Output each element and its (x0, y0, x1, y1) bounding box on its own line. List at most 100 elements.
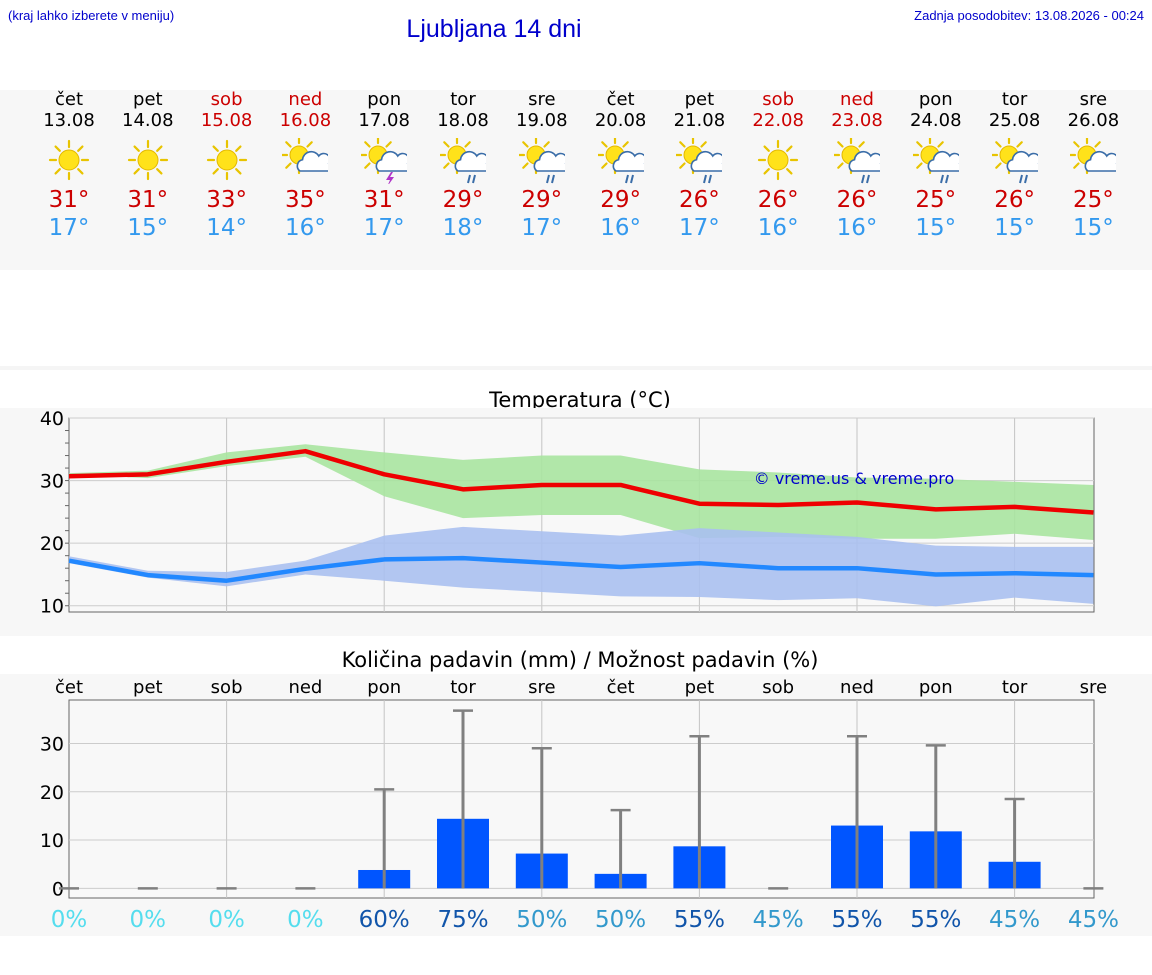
precipitation-probability: 0% (287, 907, 324, 933)
min-temp-line (68, 555, 1094, 583)
day-column: sob 22.08 26° 16° (738, 90, 818, 242)
max-temp: 31° (363, 187, 405, 213)
sun-disc (216, 149, 238, 171)
min-temp: 17° (48, 215, 90, 241)
rain-drop (545, 174, 550, 184)
day-name: tor (450, 89, 476, 110)
precipitation-probability: 55% (674, 907, 725, 933)
max-temp: 26° (757, 187, 799, 213)
cloud-shape (612, 150, 644, 172)
day-date: 26.08 (1067, 110, 1120, 131)
rain-drop (944, 174, 949, 184)
rain-drop (550, 174, 555, 184)
day-date: 16.08 (279, 110, 332, 131)
day-date: 13.08 (43, 110, 95, 131)
sun-cloud-rain-icon (518, 138, 565, 184)
cloud-shape (375, 150, 408, 172)
sun-icon (48, 139, 90, 181)
day-name: sob (210, 89, 243, 110)
y-tick-label: 20 (40, 782, 64, 804)
page-title: Ljubljana 14 dni (406, 15, 582, 43)
x-category-label: čet (607, 677, 635, 698)
sun-disc (58, 149, 80, 171)
precipitation-probability: 0% (208, 907, 245, 933)
max-temp: 29° (600, 187, 641, 213)
sun-cloud-icon (1070, 138, 1117, 175)
cloud-shape (533, 150, 565, 172)
day-column: pet 21.08 26° 17° (659, 90, 739, 242)
sun-cloud-icon (282, 138, 329, 175)
cloud-shape (454, 150, 486, 172)
precipitation-probability: 45% (1068, 907, 1119, 933)
x-category-label: pet (133, 677, 163, 698)
day-date: 18.08 (437, 110, 489, 131)
max-temp: 25° (915, 187, 957, 213)
day-column: čet 20.08 29° 16° (581, 90, 661, 242)
temperature-chart: 10 20 30 40 © vreme.us & vreme.pro (0, 408, 1152, 636)
day-column: tor 18.08 29° 18° (423, 90, 503, 242)
precipitation-probability: 45% (753, 907, 804, 933)
precipitation-probability: 45% (989, 907, 1040, 933)
x-category-label: tor (1002, 677, 1028, 698)
min-temp: 16° (600, 215, 641, 241)
max-temp: 26° (679, 187, 720, 213)
location-hint-link[interactable]: (kraj lahko izberete v meniju) (8, 8, 175, 23)
forecast-strip (0, 90, 1152, 270)
cloud-shape (1084, 150, 1117, 172)
sun-cloud-thunder-icon (361, 138, 408, 184)
sun-cloud-rain-icon (440, 138, 486, 184)
max-temp-range-band (69, 444, 1094, 541)
cloud-shape (296, 150, 329, 172)
rain-drop (703, 174, 708, 184)
last-update-text: Zadnja posodobitev: 13.08.2026 - 00:24 (914, 8, 1144, 23)
sun-disc (767, 149, 789, 171)
day-name: sre (1079, 89, 1108, 110)
max-temp: 29° (442, 187, 484, 213)
day-column: pon 17.08 31° 17° (344, 90, 424, 242)
day-name: čet (606, 89, 635, 110)
sun-rays (127, 139, 168, 181)
min-temp: 17° (521, 215, 563, 241)
sun-cloud-rain-icon (912, 138, 959, 184)
min-temp: 15° (994, 215, 1035, 241)
min-temp: 18° (442, 215, 484, 241)
y-tick-label: 20 (40, 533, 64, 555)
sun-rays (206, 139, 247, 181)
precipitation-probability: 0% (130, 907, 167, 933)
rain-drop (861, 174, 865, 184)
day-name: čet (54, 89, 84, 110)
precipitation-probability: 50% (595, 907, 646, 933)
max-temp: 29° (521, 187, 563, 213)
precipitation-probability: 50% (516, 907, 567, 933)
day-name: pet (684, 89, 715, 110)
day-name: pon (367, 89, 402, 110)
day-column: sob 15.08 33° 14° (187, 90, 267, 242)
sun-rays (758, 139, 799, 181)
x-category-label: pet (685, 677, 715, 698)
cloud-shape (927, 150, 959, 172)
day-name: ned (840, 89, 874, 110)
x-category-label: sob (211, 677, 243, 698)
rain-drop (939, 174, 944, 184)
max-temp: 31° (127, 187, 169, 213)
day-date: 21.08 (673, 110, 726, 131)
cloud-shape (690, 150, 723, 172)
precipitation-chart: čet pet sob ned pon tor sre čet pet sob ned pon tor s… (0, 674, 1152, 936)
x-category-label: pon (367, 677, 401, 698)
day-name: sob (762, 89, 795, 110)
sun-icon (758, 139, 799, 181)
day-column: pon 24.08 25° 15° (896, 90, 976, 242)
day-date: 17.08 (358, 110, 410, 131)
watermark-text: © vreme.us & vreme.pro (754, 469, 955, 488)
y-tick-label: 0 (52, 878, 64, 900)
sun-icon (206, 139, 247, 181)
precipitation-probability: 60% (359, 907, 410, 933)
min-temp: 16° (836, 215, 878, 241)
rain-drop (866, 174, 870, 184)
rain-drop (467, 174, 471, 184)
rain-drop (1018, 174, 1023, 184)
sun-cloud-rain-icon (834, 138, 880, 184)
x-category-label: sre (528, 677, 555, 698)
x-category-label: sob (762, 677, 794, 698)
day-date: 25.08 (988, 110, 1041, 131)
